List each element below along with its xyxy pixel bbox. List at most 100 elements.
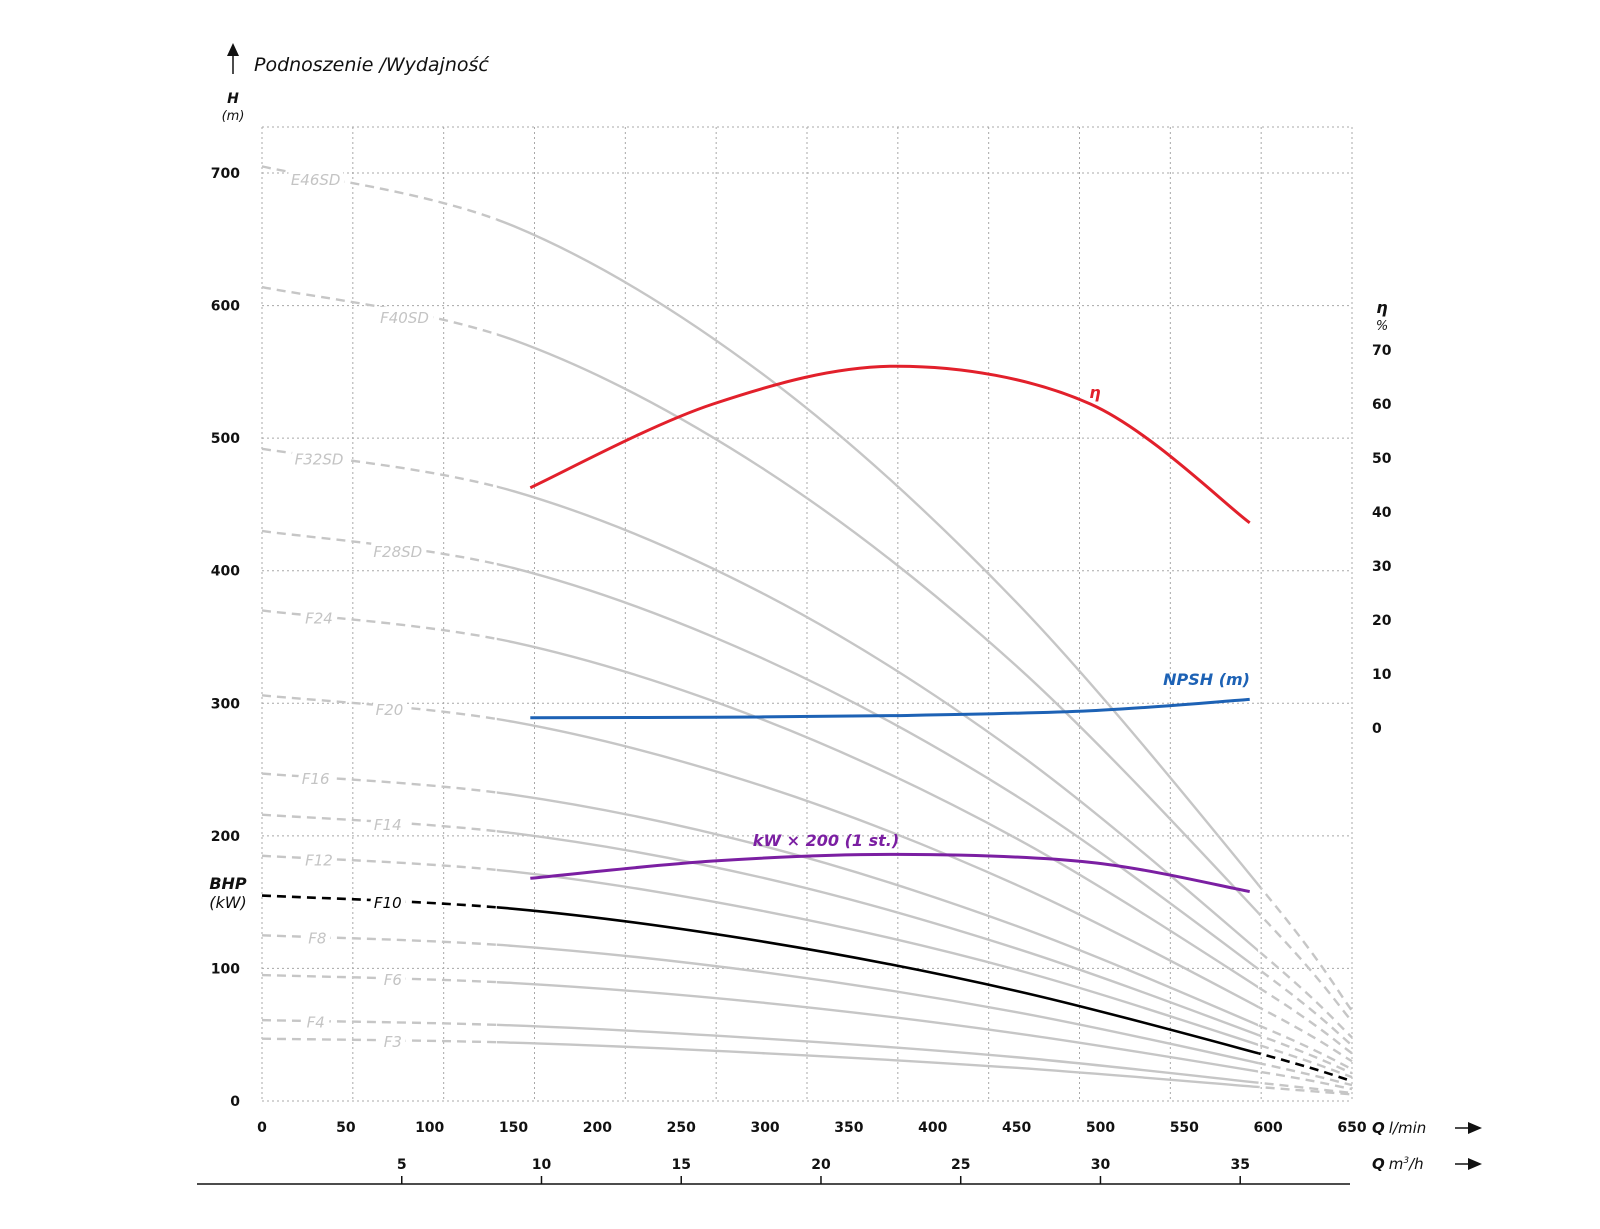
pump-curve-dashed-segment (261, 529, 1353, 1047)
right-tick-label: 50 (1372, 451, 1392, 467)
x-secondary-tick-label: 25 (951, 1157, 970, 1173)
pump-curve-f16: F16 (261, 765, 1353, 1071)
y-axis-ticks: 0 100 200 300 400 500 600 700 (211, 166, 240, 1110)
y-axis-label: H (227, 91, 239, 107)
bhp-axis-unit: (kW) (209, 893, 247, 912)
x-tick-label: 300 (750, 1120, 779, 1136)
pump-curve-solid-segment (496, 485, 1259, 953)
x-tick-label: 0 (257, 1120, 267, 1136)
pump-curve-solid-segment (496, 717, 1259, 1009)
pump-curve-solid-segment (496, 333, 1259, 915)
right-axis-label: η (1376, 298, 1387, 317)
pump-curve-solid-segment (496, 906, 1259, 1055)
x-axis-arrow-icon (1455, 1122, 1482, 1134)
x-secondary-unit-tail: /h (1407, 1155, 1424, 1173)
x-secondary-tick-label: 10 (532, 1157, 552, 1173)
x-axis-label: Q (1372, 1119, 1385, 1137)
right-tick-label: 0 (1372, 721, 1382, 737)
pump-curves: E46SD F40SD F32SD F28SD F24 F20 F16 F14 F12 F8 F6 F… (261, 165, 1353, 1096)
pump-curve-label: F16 (302, 770, 330, 788)
pump-curve-solid-segment (496, 1023, 1259, 1084)
x-tick-label: 550 (1170, 1120, 1199, 1136)
x-tick-label: 100 (415, 1120, 444, 1136)
x-tick-label: 600 (1254, 1120, 1283, 1136)
x-axis-unit: l/min (1389, 1119, 1427, 1137)
x-secondary-tick-label: 15 (671, 1157, 690, 1173)
right-tick-label: 30 (1372, 559, 1392, 575)
performance-curves: η NPSH (m) kW × 200 (1 st.) (529, 364, 1251, 894)
x-tick-label: 500 (1086, 1120, 1115, 1136)
x-tick-label: 650 (1337, 1120, 1366, 1136)
x-axis-ticks: 0 50 100 150 200 250 300 350 400 450 500 550 600 650 (257, 1120, 1367, 1136)
y-tick-label: 200 (211, 829, 240, 845)
pump-curve-label: F10 (374, 894, 402, 912)
y-tick-label: 100 (211, 961, 240, 977)
right-axis-unit: % (1376, 319, 1388, 334)
y-tick-label: 300 (211, 696, 240, 712)
pump-curve-label: F32SD (295, 450, 344, 468)
power-curve (530, 852, 1250, 894)
pump-curve-solid-segment (496, 980, 1259, 1073)
pump-curve-solid-segment (496, 218, 1259, 887)
pump-curve-label: F8 (308, 930, 326, 948)
pump-curve-dashed-segment (261, 165, 1353, 1012)
pump-curve-label: F24 (305, 610, 333, 628)
x-secondary-axis-arrow-icon (1455, 1158, 1482, 1170)
x-secondary-tick-label: 20 (811, 1157, 831, 1173)
x-secondary-unit-sup: 3 (1403, 1156, 1409, 1166)
y-tick-label: 600 (211, 299, 240, 315)
x-secondary-tick-label: 30 (1091, 1157, 1111, 1173)
pump-curve-label: F20 (376, 701, 404, 719)
efficiency-label: η (1089, 383, 1100, 402)
x-secondary-axis-ticks: 5 10 15 20 25 30 35 (397, 1157, 1250, 1184)
x-tick-label: 400 (918, 1120, 947, 1136)
efficiency-curve (529, 364, 1251, 525)
npsh-curve (530, 697, 1250, 720)
x-tick-label: 250 (667, 1120, 696, 1136)
power-label: kW × 200 (1 st.) (753, 831, 899, 850)
x-tick-label: 50 (336, 1120, 356, 1136)
pump-curve-label: F12 (305, 851, 333, 869)
right-tick-label: 70 (1372, 343, 1392, 359)
pump-curve-f24: F24 (261, 605, 1353, 1055)
pump-curve-label: F40SD (380, 309, 429, 327)
y-axis-unit: (m) (222, 109, 245, 124)
y-tick-label: 0 (230, 1094, 240, 1110)
x-secondary-axis-label: Q (1372, 1155, 1385, 1173)
x-secondary-unit-base: m (1389, 1155, 1404, 1173)
bhp-axis-label: BHP (209, 874, 247, 893)
right-axis-ticks: 0 10 20 30 40 50 60 70 (1372, 343, 1392, 737)
chart-title: Podnoszenie /Wydajność (254, 54, 490, 76)
pump-curve-f14: F14 (261, 811, 1353, 1075)
pump-curve-dashed-segment (261, 973, 1353, 1091)
pump-curve-dashed-segment (261, 694, 1353, 1063)
npsh-label: NPSH (m) (1163, 670, 1250, 689)
pump-curve-label: F6 (384, 971, 402, 989)
pump-curve-f10: F10 (261, 889, 1353, 1083)
pump-curve-label: F14 (374, 816, 402, 834)
pump-curve-solid-segment (496, 943, 1259, 1065)
title-arrow-icon (227, 43, 239, 74)
x-tick-label: 200 (583, 1120, 612, 1136)
y-tick-label: 700 (211, 166, 240, 182)
pump-curve-label: E46SD (291, 171, 341, 189)
y-tick-label: 400 (211, 564, 240, 580)
x-tick-label: 350 (834, 1120, 863, 1136)
pump-curve-dashed-segment (261, 285, 1353, 1023)
right-tick-label: 60 (1372, 397, 1392, 413)
pump-curve-solid-segment (496, 868, 1259, 1046)
right-tick-label: 20 (1372, 613, 1392, 629)
pump-curve-label: F3 (384, 1033, 402, 1051)
grid (261, 126, 1353, 1102)
pump-curve-solid-segment (496, 830, 1259, 1037)
x-tick-label: 150 (499, 1120, 528, 1136)
x-tick-label: 450 (1002, 1120, 1031, 1136)
right-tick-label: 40 (1372, 505, 1392, 521)
x-secondary-tick-label: 35 (1230, 1157, 1249, 1173)
pump-curve-solid-segment (496, 562, 1259, 971)
pump-curve-solid-segment (496, 1041, 1259, 1089)
pump-curve-solid-segment (496, 637, 1259, 989)
